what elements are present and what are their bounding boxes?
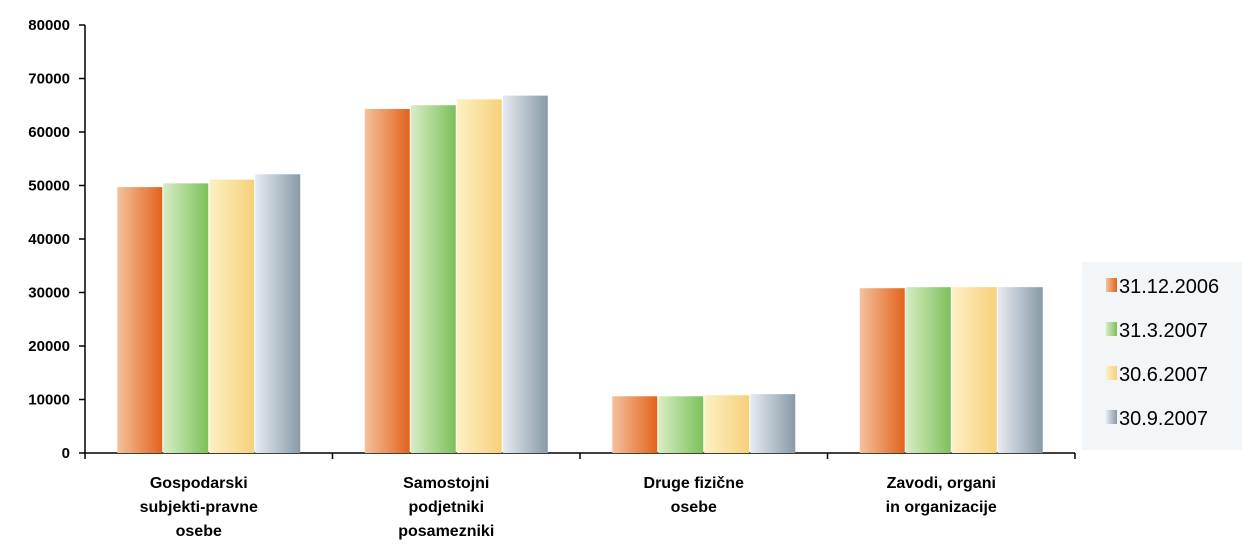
x-category-label: Druge fizične: [644, 475, 745, 492]
bar-2-4: [905, 287, 951, 453]
x-category-label: subjekti-pravne: [140, 499, 258, 516]
x-category-label: osebe: [671, 499, 717, 516]
x-category-label: Gospodarski: [150, 475, 248, 492]
legend-swatch: [1106, 366, 1117, 380]
y-tick-label: 60000: [28, 124, 70, 141]
legend-label: 31.12.2006: [1119, 276, 1219, 298]
bar-4-3: [750, 394, 796, 453]
legend: 31.12.2006 31.3.2007 30.6.2007 30.9.2007: [1082, 262, 1242, 450]
y-tick-label: 0: [62, 445, 70, 462]
x-axis: Gospodarski subjekti-pravne osebe Samostojn…: [84, 452, 1076, 540]
y-tick-label: 20000: [28, 338, 70, 355]
x-category-label: posamezniki: [398, 523, 494, 540]
bar-2-3: [658, 396, 704, 453]
y-tick-label: 80000: [28, 17, 70, 34]
legend-label: 31.3.2007: [1119, 320, 1208, 342]
bar-4-1: [255, 174, 301, 453]
bar-4-2: [502, 95, 548, 454]
bar-1-3: [612, 396, 658, 453]
bar-1-4: [859, 288, 905, 453]
y-tick-label: 10000: [28, 392, 70, 409]
x-category-label: osebe: [176, 523, 222, 540]
bar-1-1: [117, 187, 163, 454]
x-category-label: podjetniki: [408, 499, 484, 516]
bar-4-4: [997, 287, 1043, 453]
bars: [117, 95, 1043, 454]
bar-3-1: [209, 179, 255, 454]
bar-3-2: [456, 99, 502, 454]
y-tick-label: 40000: [28, 231, 70, 248]
y-tick-label: 70000: [28, 71, 70, 88]
x-category-label: Zavodi, organi: [887, 475, 996, 492]
bar-3-4: [951, 287, 997, 453]
x-category-label: Samostojni: [403, 475, 489, 492]
bar-2-2: [410, 105, 456, 453]
legend-label: 30.6.2007: [1119, 364, 1208, 386]
y-tick-label: 50000: [28, 178, 70, 195]
legend-swatch: [1106, 410, 1117, 424]
legend-label: 30.9.2007: [1119, 408, 1208, 430]
legend-swatch: [1106, 278, 1117, 292]
bar-1-2: [364, 108, 410, 454]
legend-swatch: [1106, 322, 1117, 336]
y-axis: 0 10000 20000 30000 40000 50000 60000 70000 8000…: [28, 17, 86, 462]
x-category-label: in organizacije: [886, 499, 997, 516]
bar-3-3: [704, 395, 750, 453]
bar-2-1: [163, 183, 209, 454]
y-tick-label: 30000: [28, 285, 70, 302]
